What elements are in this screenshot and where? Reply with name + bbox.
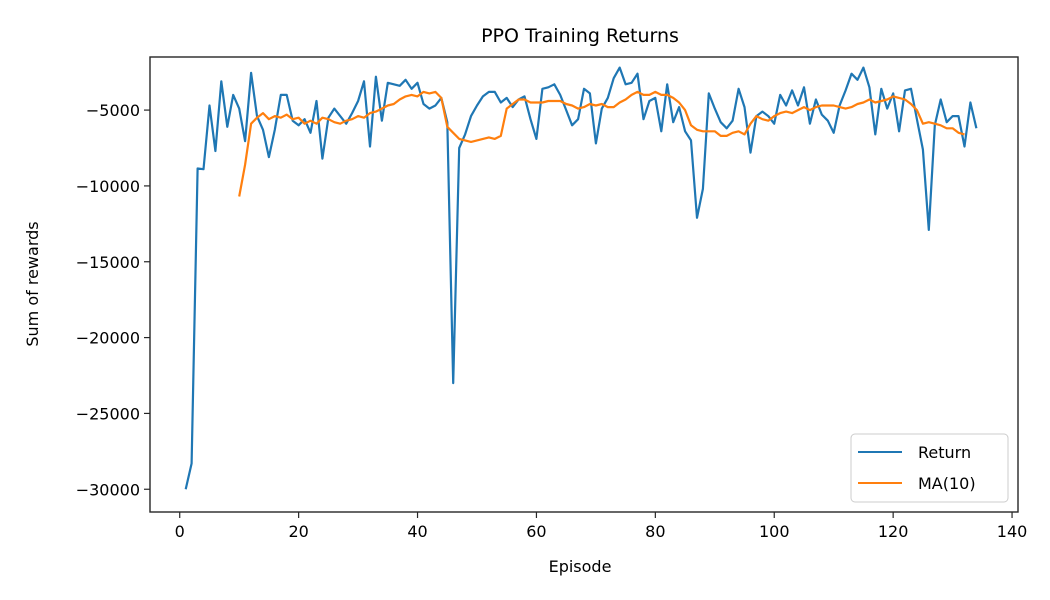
x-axis-label: Episode — [549, 557, 612, 576]
x-axis-ticks: 0 20 40 60 80 100 120 140 — [175, 512, 1028, 541]
series-line-return — [184, 66, 978, 490]
legend-label-ma10: MA(10) — [918, 474, 976, 493]
x-tick-label: 120 — [878, 522, 909, 541]
y-tick-label: −15000 — [76, 253, 140, 272]
series-line-ma10 — [238, 90, 965, 197]
x-tick-label: 100 — [759, 522, 790, 541]
y-axis-label: Sum of rewards — [23, 221, 42, 346]
x-tick-label: 0 — [175, 522, 185, 541]
x-tick-label: 20 — [288, 522, 308, 541]
chart-title: PPO Training Returns — [481, 25, 679, 47]
y-tick-label: −5000 — [86, 101, 140, 120]
y-tick-label: −20000 — [76, 329, 140, 348]
y-tick-label: −10000 — [76, 177, 140, 196]
series-layer — [184, 66, 978, 490]
x-tick-label: 140 — [997, 522, 1028, 541]
y-tick-label: −25000 — [76, 404, 140, 423]
x-tick-label: 80 — [645, 522, 665, 541]
legend-label-return: Return — [918, 443, 971, 462]
x-tick-label: 40 — [407, 522, 427, 541]
x-tick-label: 60 — [526, 522, 546, 541]
legend: Return MA(10) — [850, 433, 1009, 503]
y-axis-ticks: −30000 −25000 −20000 −15000 −10000 −5000 — [76, 101, 150, 499]
y-tick-label: −30000 — [76, 480, 140, 499]
axes-frame — [149, 56, 1019, 513]
